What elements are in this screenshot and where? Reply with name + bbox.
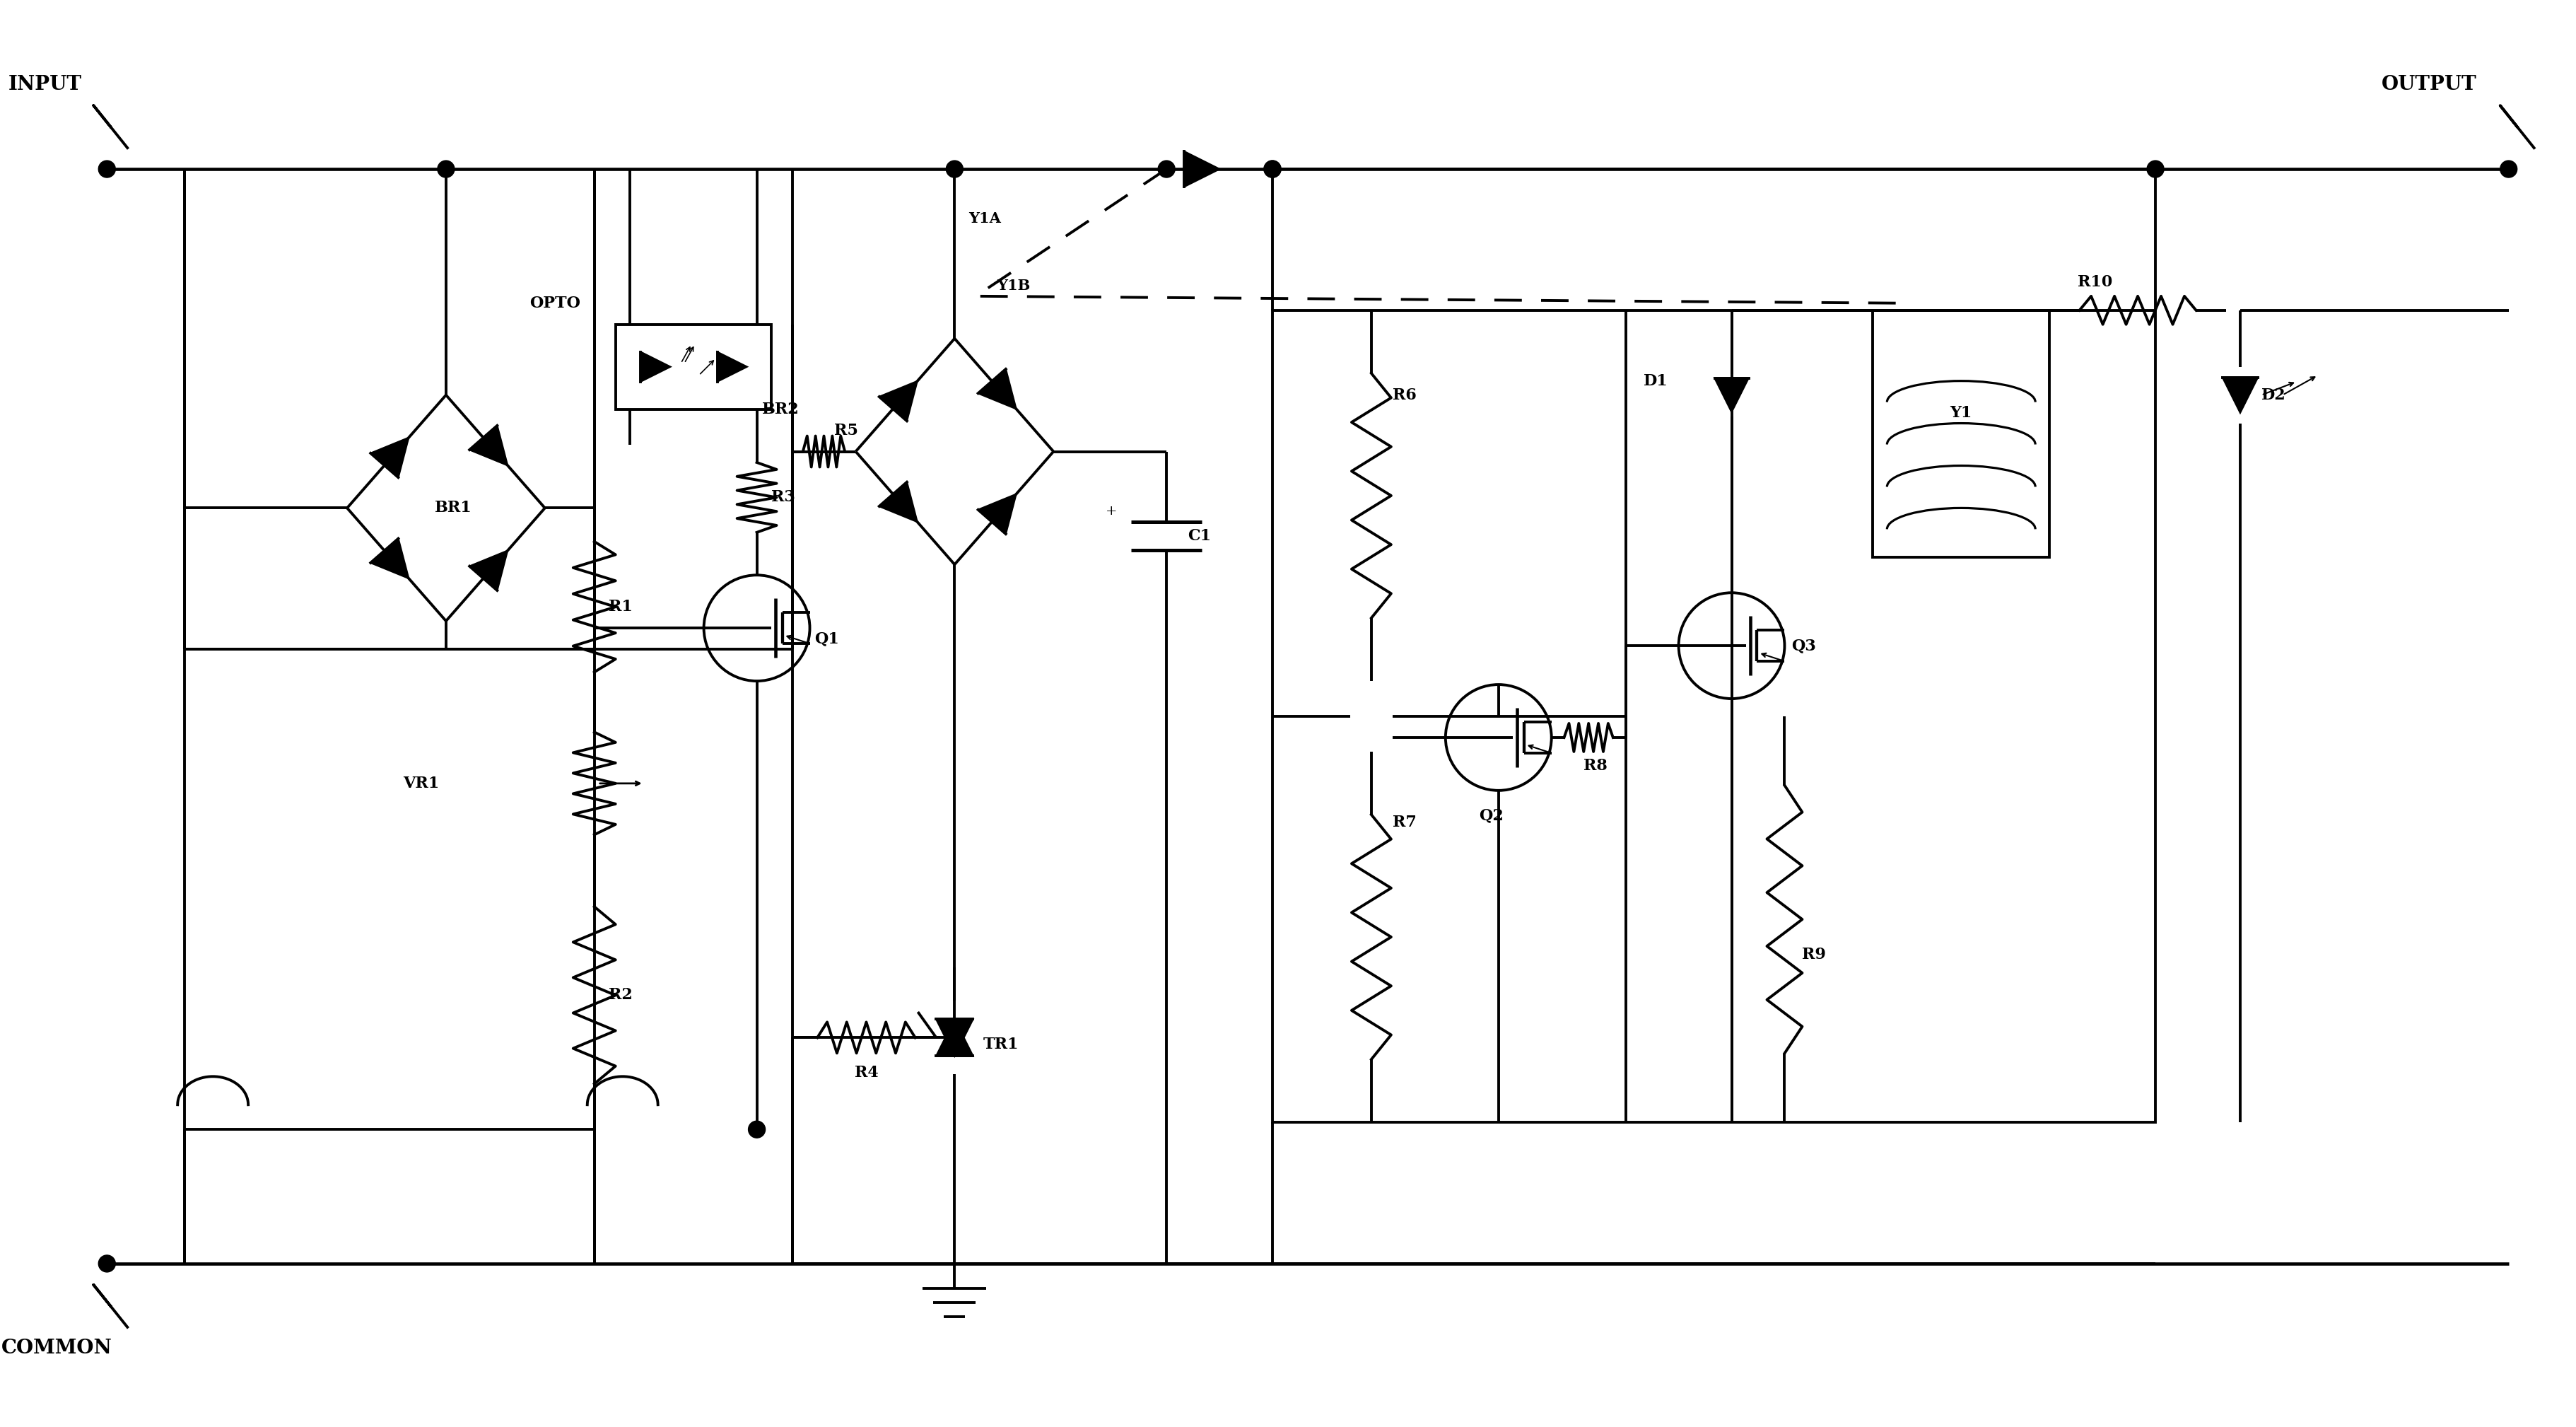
Text: R3: R3 — [770, 489, 796, 505]
Polygon shape — [935, 1019, 974, 1056]
Circle shape — [438, 161, 453, 177]
Polygon shape — [371, 538, 410, 578]
Text: Q2: Q2 — [1479, 808, 1504, 823]
Text: Y1B: Y1B — [997, 278, 1030, 293]
Text: VR1: VR1 — [402, 776, 438, 791]
Polygon shape — [469, 425, 507, 465]
Polygon shape — [371, 438, 410, 478]
Text: R9: R9 — [1803, 948, 1826, 962]
Circle shape — [1265, 161, 1280, 177]
Circle shape — [98, 1256, 116, 1271]
Text: Q3: Q3 — [1793, 638, 1816, 654]
Text: R7: R7 — [1394, 815, 1417, 831]
Text: D2: D2 — [2262, 387, 2285, 402]
Text: OPTO: OPTO — [528, 295, 580, 311]
Bar — [616, 324, 770, 410]
Polygon shape — [979, 494, 1015, 534]
Circle shape — [2501, 161, 2517, 177]
Text: INPUT: INPUT — [8, 74, 82, 94]
Text: COMMON: COMMON — [0, 1339, 111, 1359]
Text: TR1: TR1 — [984, 1037, 1018, 1053]
Circle shape — [945, 161, 963, 177]
Text: R6: R6 — [1394, 387, 1417, 402]
Text: C1: C1 — [1188, 528, 1211, 544]
Text: Q1: Q1 — [814, 631, 840, 646]
Bar — [1273, 310, 2156, 1123]
Text: R10: R10 — [2079, 274, 2112, 290]
Text: Y1A: Y1A — [969, 211, 1002, 225]
Polygon shape — [1185, 151, 1218, 187]
Text: R5: R5 — [835, 422, 858, 438]
Text: R8: R8 — [1584, 758, 1607, 773]
Polygon shape — [716, 352, 747, 381]
Polygon shape — [935, 1019, 974, 1056]
Circle shape — [2146, 161, 2164, 177]
Polygon shape — [878, 482, 917, 522]
Circle shape — [1265, 161, 1280, 177]
Text: OUTPUT: OUTPUT — [2380, 74, 2476, 94]
Circle shape — [750, 1122, 765, 1137]
Circle shape — [1159, 161, 1175, 177]
Polygon shape — [979, 370, 1015, 410]
Polygon shape — [469, 551, 507, 591]
Text: +: + — [1105, 505, 1118, 518]
Text: Y1: Y1 — [1950, 405, 1973, 421]
Circle shape — [98, 161, 116, 177]
Text: D1: D1 — [1643, 372, 1669, 388]
Polygon shape — [1716, 378, 1749, 412]
Text: R4: R4 — [855, 1065, 878, 1080]
Polygon shape — [641, 352, 670, 381]
Bar — [1873, 310, 2050, 558]
Polygon shape — [878, 381, 917, 421]
Text: R1: R1 — [608, 599, 634, 615]
Text: BR2: BR2 — [762, 401, 799, 417]
Text: R2: R2 — [608, 987, 634, 1003]
Text: BR1: BR1 — [435, 501, 471, 515]
Polygon shape — [2223, 377, 2257, 412]
